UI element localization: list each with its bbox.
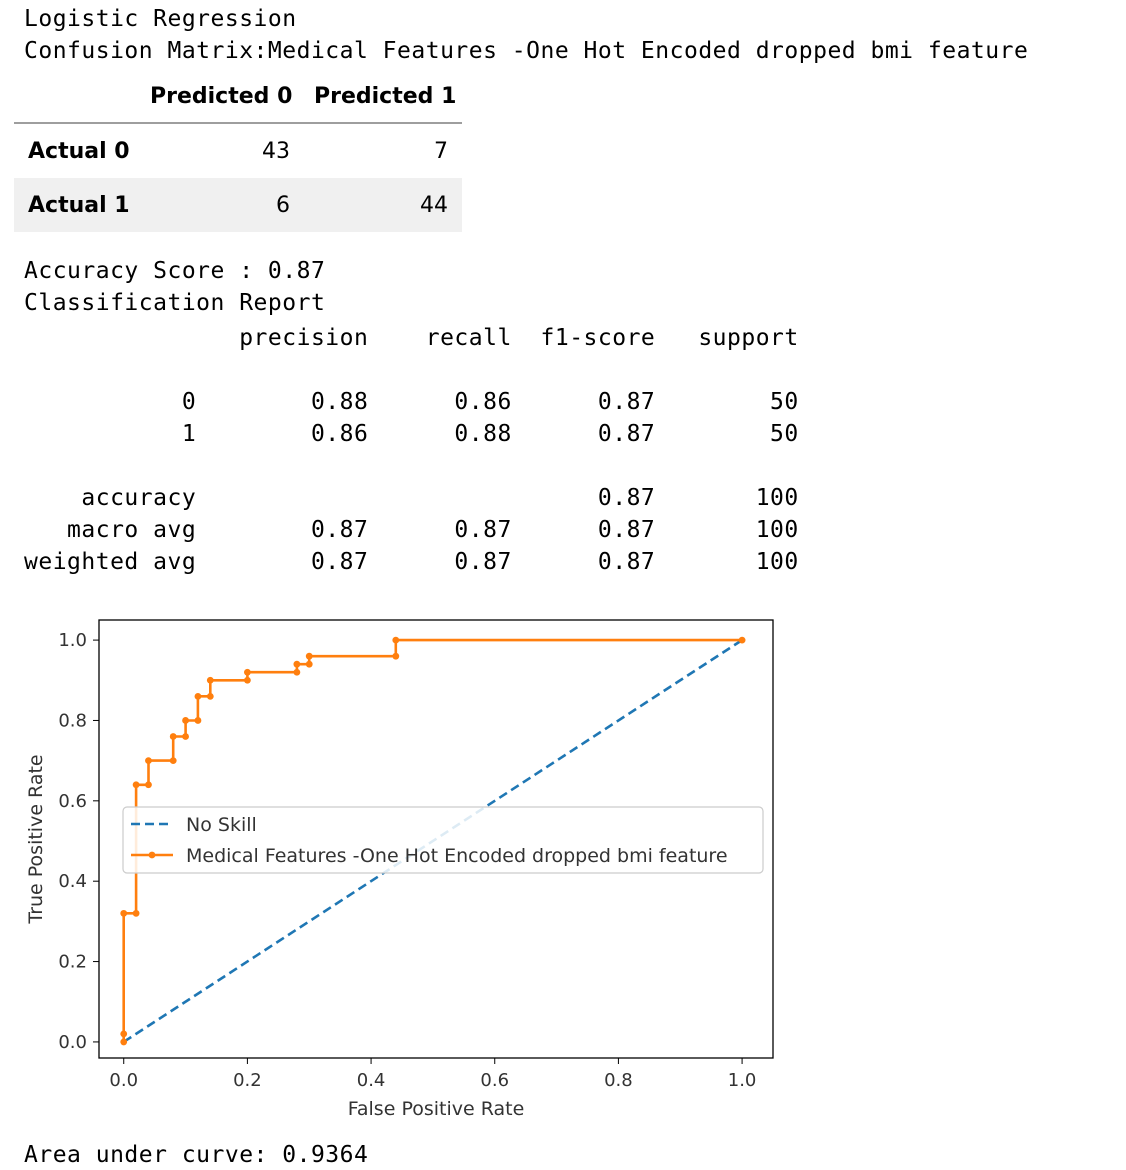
data-point xyxy=(392,636,400,644)
y-tick-label: 0.2 xyxy=(58,952,87,973)
data-point xyxy=(293,668,301,676)
data-point xyxy=(244,676,251,684)
y-tick-label: 0.8 xyxy=(58,710,87,731)
x-tick-label: 0.4 xyxy=(357,1070,386,1091)
column-header-predicted-0: Predicted 0 xyxy=(150,83,293,109)
data-point xyxy=(120,1030,128,1038)
plot-frame xyxy=(98,619,774,1059)
data-point xyxy=(206,676,214,684)
auc-text: Area under curve: 0.9364 xyxy=(24,1142,369,1168)
classification-report-title: Classification Report xyxy=(24,290,326,316)
classification-report-body: precision recall f1-score support 0 0.88… xyxy=(24,322,799,578)
x-tick-label: 0.6 xyxy=(480,1070,509,1091)
column-header-predicted-1: Predicted 1 xyxy=(314,83,457,109)
report-row-accuracy: accuracy 0.87 100 xyxy=(24,485,799,511)
legend-label: Medical Features -One Hot Encoded droppe… xyxy=(186,845,728,867)
y-tick-label: 0.6 xyxy=(58,791,87,812)
roc-curve-chart: 0.0 0.2 0.4 0.6 0.8 1.0 0.0 0.2 0.4 0.6 0.8 1.0 Fal… xyxy=(25,619,774,1120)
data-point xyxy=(145,781,152,789)
y-axis-label: True Positive Rate xyxy=(25,754,47,924)
report-row-macro-avg: macro avg 0.87 0.87 0.87 100 xyxy=(24,517,799,543)
y-tick-label: 0.0 xyxy=(58,1032,87,1053)
confusion-matrix-title: Confusion Matrix:Medical Features -One H… xyxy=(24,38,1029,64)
data-point xyxy=(305,652,313,660)
data-point xyxy=(244,668,251,676)
report-row-class-0: 0 0.88 0.86 0.87 50 xyxy=(24,389,799,415)
table-row: Actual 1 6 44 xyxy=(14,178,462,232)
cell-actual-1-predicted-1: 44 xyxy=(420,192,448,218)
data-point xyxy=(392,652,400,660)
cell-actual-0-predicted-0: 43 xyxy=(262,138,290,164)
model-name-text: Logistic Regression xyxy=(24,6,297,32)
row-header-actual-1: Actual 1 xyxy=(28,192,130,218)
y-tick-label: 1.0 xyxy=(58,630,87,651)
x-tick-label: 0.8 xyxy=(604,1070,633,1091)
report-row-class-1: 1 0.86 0.88 0.87 50 xyxy=(24,421,799,447)
report-row-weighted-avg: weighted avg 0.87 0.87 0.87 100 xyxy=(24,549,799,575)
data-point xyxy=(182,733,189,740)
data-point xyxy=(305,660,313,668)
data-point xyxy=(120,1038,128,1046)
legend-marker xyxy=(148,851,156,859)
legend-label: No Skill xyxy=(186,814,257,836)
x-tick-label: 1.0 xyxy=(728,1070,757,1091)
x-axis-label: False Positive Rate xyxy=(348,1098,525,1120)
data-point xyxy=(738,636,746,644)
data-point xyxy=(194,717,202,724)
confusion-matrix-header-row: Predicted 0 Predicted 1 xyxy=(14,70,462,124)
data-point xyxy=(132,909,140,917)
data-point xyxy=(169,733,177,740)
blank-line xyxy=(24,450,799,482)
data-point xyxy=(132,781,140,789)
legend-box xyxy=(122,806,764,874)
x-tick-label: 0.2 xyxy=(233,1070,262,1091)
data-point xyxy=(169,757,177,765)
classification-report-header: precision recall f1-score support xyxy=(24,325,799,351)
cell-actual-1-predicted-0: 6 xyxy=(276,192,290,218)
blank-line xyxy=(24,354,799,386)
data-point xyxy=(120,909,128,917)
chart-legend: No Skill Medical Features -One Hot Encode… xyxy=(122,806,764,874)
accuracy-score-text: Accuracy Score : 0.87 xyxy=(24,258,326,284)
x-tick-label: 0.0 xyxy=(109,1070,138,1091)
y-tick-label: 0.4 xyxy=(58,871,87,892)
cell-actual-0-predicted-1: 7 xyxy=(434,138,448,164)
data-point xyxy=(182,717,189,724)
table-row: Actual 0 43 7 xyxy=(14,124,462,178)
confusion-matrix-table: Predicted 0 Predicted 1 Actual 0 43 7 Ac… xyxy=(14,70,462,232)
data-point xyxy=(206,692,214,700)
data-point xyxy=(293,660,301,668)
data-point xyxy=(194,692,202,700)
data-point xyxy=(145,757,152,765)
row-header-actual-0: Actual 0 xyxy=(28,138,130,164)
